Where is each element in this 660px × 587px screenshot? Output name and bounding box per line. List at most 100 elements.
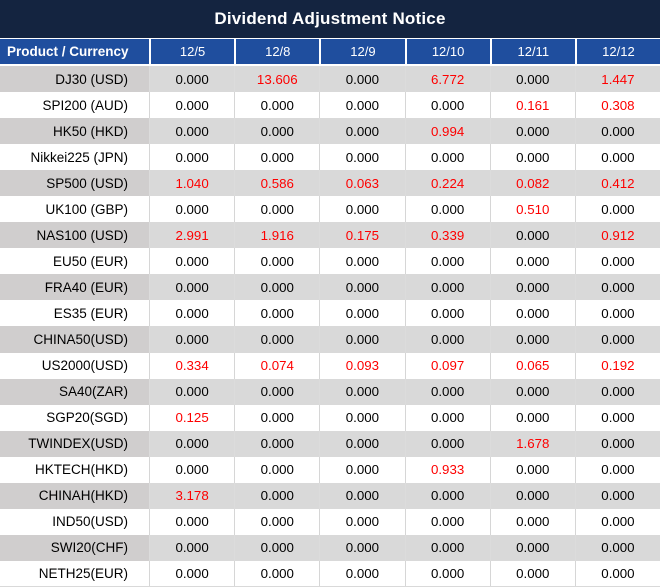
value-cell: 0.000	[319, 430, 404, 457]
table-row: HKTECH(HKD) 0.000 0.000 0.000 0.933 0.00…	[0, 456, 660, 483]
table-row: IND50(USD) 0.000 0.000 0.000 0.000 0.000…	[0, 508, 660, 535]
table-row: NAS100 (USD) 2.991 1.916 0.175 0.339 0.0…	[0, 222, 660, 249]
value-cell: 0.000	[404, 430, 490, 457]
value-cell: 0.000	[234, 378, 319, 405]
value-cell: 1.916	[234, 222, 319, 249]
value-cell: 0.000	[319, 326, 404, 353]
value-cell: 0.000	[574, 508, 660, 535]
product-cell: EU50 (EUR)	[52, 253, 128, 269]
value-cell: 0.000	[319, 300, 404, 327]
value-cell: 0.000	[574, 248, 660, 275]
page-title: Dividend Adjustment Notice	[214, 9, 446, 28]
value-cell: 0.000	[489, 404, 575, 431]
value-cell: 0.000	[319, 482, 404, 509]
value-cell: 0.000	[149, 196, 234, 223]
value-cell: 0.000	[149, 326, 234, 353]
value-cell: 0.000	[319, 144, 404, 171]
value-cell: 1.040	[149, 170, 234, 197]
value-cell: 0.933	[404, 456, 490, 483]
value-cell: 0.000	[234, 534, 319, 561]
product-cell: SGP20(SGD)	[46, 410, 128, 426]
value-cell: 0.000	[489, 378, 575, 405]
value-cell: 0.000	[489, 118, 575, 145]
value-cell: 0.000	[234, 508, 319, 535]
table-row: ES35 (EUR) 0.000 0.000 0.000 0.000 0.000…	[0, 300, 660, 327]
value-cell: 1.447	[574, 66, 660, 93]
value-cell: 0.000	[404, 274, 490, 301]
value-cell: 0.000	[404, 248, 490, 275]
value-cell: 0.994	[404, 118, 490, 145]
value-cell: 0.000	[234, 248, 319, 275]
value-cell: 0.000	[404, 560, 490, 586]
product-cell: CHINAH(HKD)	[0, 482, 149, 509]
value-cell: 0.000	[234, 560, 319, 586]
value-cell: 0.000	[149, 248, 234, 275]
value-cell: 0.000	[149, 534, 234, 561]
table-row: UK100 (GBP) 0.000 0.000 0.000 0.000 0.51…	[0, 196, 660, 223]
column-header-date-2: 12/8	[234, 39, 319, 64]
table-row: DJ30 (USD) 0.000 13.606 0.000 6.772 0.00…	[0, 66, 660, 93]
value-cell: 0.000	[234, 482, 319, 509]
value-cell: 0.000	[149, 430, 234, 457]
product-cell: SWI20(CHF)	[0, 534, 149, 561]
value-cell: 0.063	[319, 170, 404, 197]
value-cell: 0.000	[574, 326, 660, 353]
value-cell: 0.093	[319, 352, 404, 379]
value-cell: 0.000	[404, 534, 490, 561]
value-cell: 0.000	[234, 196, 319, 223]
value-cell: 0.000	[489, 560, 575, 586]
product-cell: Nikkei225 (JPN)	[30, 149, 128, 165]
value-cell: 0.000	[234, 456, 319, 483]
value-cell: 0.000	[489, 326, 575, 353]
value-cell: 0.000	[489, 456, 575, 483]
value-cell: 0.000	[149, 66, 234, 93]
table-row: SP500 (USD) 1.040 0.586 0.063 0.224 0.08…	[0, 170, 660, 197]
value-cell: 0.000	[149, 144, 234, 171]
table-row: TWINDEX(USD) 0.000 0.000 0.000 0.000 1.6…	[0, 430, 660, 457]
value-cell: 0.000	[574, 430, 660, 457]
value-cell: 0.000	[404, 404, 490, 431]
value-cell: 0.000	[149, 560, 234, 586]
value-cell: 0.074	[234, 352, 319, 379]
value-cell: 0.000	[319, 66, 404, 93]
product-cell: UK100 (GBP)	[45, 201, 128, 217]
value-cell: 0.000	[574, 118, 660, 145]
value-cell: 0.000	[574, 534, 660, 561]
product-cell: IND50(USD)	[52, 514, 128, 530]
value-cell: 0.000	[149, 118, 234, 145]
value-cell: 0.912	[574, 222, 660, 249]
value-cell: 0.000	[574, 560, 660, 586]
table-row: US2000(USD) 0.334 0.074 0.093 0.097 0.06…	[0, 352, 660, 379]
value-cell: 1.678	[489, 430, 575, 457]
value-cell: 0.000	[489, 144, 575, 171]
value-cell: 0.000	[234, 300, 319, 327]
column-header-product-currency: Product / Currency	[7, 44, 129, 59]
product-cell: DJ30 (USD)	[0, 66, 149, 93]
value-cell: 0.000	[149, 456, 234, 483]
value-cell: 0.000	[319, 196, 404, 223]
product-cell: SA40(ZAR)	[0, 378, 149, 405]
product-cell: FRA40 (EUR)	[0, 274, 149, 301]
value-cell: 0.000	[234, 274, 319, 301]
column-header-date-4: 12/10	[404, 39, 490, 64]
value-cell: 0.000	[404, 378, 490, 405]
product-cell: SP500 (USD)	[0, 170, 149, 197]
product-cell: HK50 (HKD)	[0, 118, 149, 145]
table-header-row: Product / Currency 12/5 12/8 12/9 12/10 …	[0, 38, 660, 66]
table-row: HK50 (HKD) 0.000 0.000 0.000 0.994 0.000…	[0, 118, 660, 145]
value-cell: 0.000	[489, 508, 575, 535]
value-cell: 0.000	[234, 144, 319, 171]
value-cell: 0.000	[404, 482, 490, 509]
value-cell: 0.000	[404, 300, 490, 327]
value-cell: 0.000	[489, 66, 575, 93]
table-row: SPI200 (AUD) 0.000 0.000 0.000 0.000 0.1…	[0, 92, 660, 119]
product-cell: HKTECH(HKD)	[35, 462, 128, 478]
value-cell: 0.224	[404, 170, 490, 197]
value-cell: 0.000	[234, 92, 319, 119]
value-cell: 0.000	[319, 118, 404, 145]
value-cell: 0.000	[319, 560, 404, 586]
table-row: NETH25(EUR) 0.000 0.000 0.000 0.000 0.00…	[0, 560, 660, 587]
value-cell: 13.606	[234, 66, 319, 93]
table-row: SA40(ZAR) 0.000 0.000 0.000 0.000 0.000 …	[0, 378, 660, 405]
value-cell: 0.339	[404, 222, 490, 249]
